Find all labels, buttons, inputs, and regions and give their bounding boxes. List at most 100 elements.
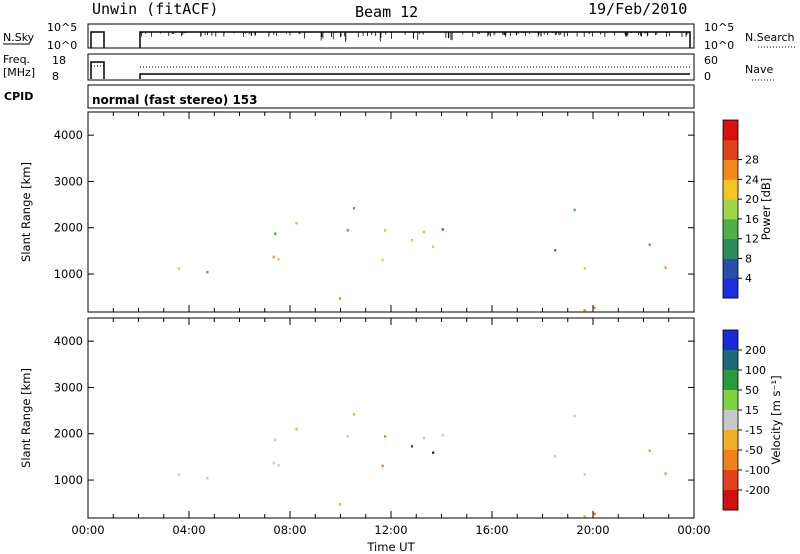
velocity-y-ticks: 1000 2000 3000 4000: [54, 334, 694, 487]
freq-tick-low: 8: [52, 70, 59, 83]
velocity-cell: [583, 514, 586, 518]
colorbar-tick-label: 12: [745, 233, 759, 246]
colorbar-swatch: [723, 370, 738, 391]
power-cell: [346, 229, 349, 232]
velocity-cell: [441, 434, 444, 437]
colorbar-tick-label: 15: [745, 404, 759, 417]
y-tick-label: 3000: [54, 174, 83, 188]
y-tick-label: 1000: [54, 267, 83, 281]
nsky-label: N.Sky: [3, 31, 35, 44]
colorbar-swatch: [723, 258, 738, 279]
power-panel: 1000 2000 3000 4000 Slant Range [km]: [19, 111, 695, 313]
velocity-cell: [432, 451, 435, 455]
power-ylabel: Slant Range [km]: [19, 162, 33, 262]
cpid-text: normal (fast stereo) 153: [92, 93, 258, 107]
velocity-cell: [295, 427, 298, 431]
power-x-ticks: [87, 112, 695, 312]
velocity-cell: [206, 476, 209, 480]
y-tick-label: 4000: [54, 334, 83, 348]
nsearch-tick-high: 10^5: [704, 21, 734, 34]
nave-tick-low: 0: [704, 70, 711, 83]
velocity-cell: [352, 412, 356, 416]
freq-unit: [MHz]: [3, 66, 35, 79]
velocity-cell: [583, 473, 586, 476]
colorbar-swatch: [723, 490, 738, 511]
velocity-cell: [422, 436, 426, 440]
colorbar-swatch: [723, 238, 738, 259]
nsky-noise: [139, 32, 689, 42]
colorbar-swatch: [723, 330, 738, 351]
cpid-panel: CPID normal (fast stereo) 153: [4, 84, 695, 109]
date-title: 19/Feb/2010: [588, 0, 687, 18]
colorbar-swatch: [723, 430, 738, 451]
power-colorbar-ticks: 4 8 12 16 20 24 28: [738, 154, 759, 285]
power-cell: [648, 243, 651, 247]
x-tick-label: 00:00: [71, 523, 104, 537]
colorbar-tick-label: 24: [745, 173, 759, 186]
nsky-trace: [90, 31, 691, 48]
velocity-cell: [177, 473, 180, 476]
power-colorbar: 4 8 12 16 20 24 28 Power [dB]: [722, 119, 773, 299]
power-cell: [664, 266, 667, 269]
colorbar-tick-label: -50: [745, 444, 763, 457]
colorbar-swatch: [723, 410, 738, 431]
power-cell: [554, 248, 557, 252]
colorbar-swatch: [723, 218, 738, 240]
velocity-panel: 1000 2000 3000 4000 00:00 04:00 08:00 12:00 16:…: [19, 317, 711, 554]
velocity-cell: [664, 472, 667, 475]
velocity-colorbar-ticks: 200 100 50 15 -15 -50 -100 -200: [738, 344, 770, 497]
power-y-ticks: 1000 2000 3000 4000: [54, 128, 694, 281]
y-tick-label: 1000: [54, 473, 83, 487]
velocity-data-cells: [177, 412, 667, 518]
velocity-cell: [384, 435, 387, 438]
velocity-colorbar-label: Velocity [m s⁻¹]: [769, 375, 783, 464]
velocity-ylabel: Slant Range [km]: [19, 368, 33, 468]
colorbar-tick-label: 4: [745, 272, 752, 285]
nave-label: Nave: [745, 63, 773, 76]
colorbar-tick-label: 28: [745, 154, 759, 167]
power-cell: [593, 306, 596, 310]
beam-title: Beam 12: [355, 3, 418, 21]
velocity-cell: [554, 454, 557, 458]
colorbar-swatch: [723, 278, 738, 299]
velocity-x-ticks: 00:00 04:00 08:00 12:00 16:00 20:00 00:00: [71, 318, 711, 537]
power-cell: [583, 267, 586, 270]
colorbar-tick-label: -100: [745, 464, 770, 477]
velocity-cell: [277, 463, 280, 467]
power-colorbar-label: Power [dB]: [759, 178, 773, 241]
y-tick-label: 4000: [54, 128, 83, 142]
power-cell: [272, 255, 275, 259]
colorbar-swatch: [723, 120, 738, 141]
time-axis-label: Time UT: [366, 540, 415, 554]
velocity-cell: [274, 438, 277, 442]
power-cell: [410, 239, 414, 242]
power-cell: [432, 245, 435, 249]
freq-tick-high: 18: [52, 54, 66, 67]
nsky-tick-low: 10^0: [47, 39, 77, 52]
power-cell: [573, 208, 576, 212]
colorbar-tick-label: 200: [745, 344, 766, 357]
power-cell: [422, 230, 426, 234]
colorbar-swatch: [723, 179, 738, 200]
velocity-cell: [573, 414, 576, 418]
x-tick-label: 12:00: [374, 523, 407, 537]
colorbar-swatch: [723, 470, 738, 491]
x-tick-label: 08:00: [273, 523, 306, 537]
colorbar-tick-label: 20: [745, 193, 759, 206]
velocity-frame: [87, 317, 695, 519]
power-cell: [583, 308, 586, 312]
colorbar-swatch: [723, 390, 738, 411]
power-cell: [206, 270, 209, 274]
power-colorbar-swatches: [723, 120, 738, 299]
freq-trace: [90, 61, 690, 79]
velocity-colorbar: 200 100 50 15 -15 -50 -100 -200 Velocity [m s⁻¹…: [722, 329, 783, 511]
colorbar-swatch: [723, 159, 738, 180]
colorbar-swatch: [723, 199, 738, 220]
power-frame: [87, 111, 695, 313]
colorbar-tick-label: -200: [745, 484, 770, 497]
power-cell: [277, 257, 280, 261]
x-tick-label: 00:00: [677, 523, 710, 537]
velocity-cell: [346, 435, 349, 438]
power-data-cells: [177, 206, 667, 312]
